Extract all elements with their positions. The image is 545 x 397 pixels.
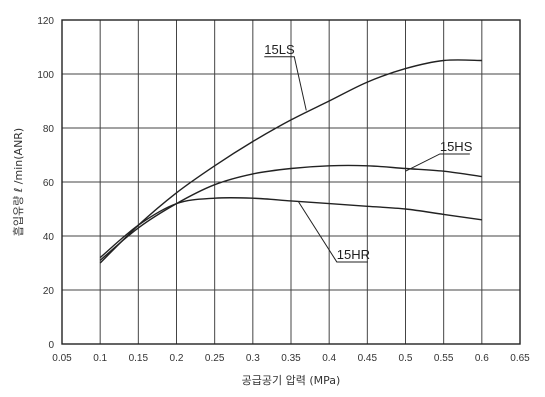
y-tick-label: 60 xyxy=(43,178,55,189)
y-tick-label: 120 xyxy=(37,16,54,27)
leader-line-15ls xyxy=(264,56,307,111)
x-tick-label: 0.45 xyxy=(358,353,378,364)
x-tick-label: 0.65 xyxy=(510,353,530,364)
series-line-15ls xyxy=(99,59,482,264)
series-line-15hr xyxy=(99,196,482,259)
x-tick-labels: 0.05 0.1 0.15 0.2 0.25 0.3 0.35 0.4 0.45 0.5 0.55 0… xyxy=(52,353,530,364)
y-tick-label: 100 xyxy=(37,70,54,81)
grid xyxy=(61,19,521,345)
series-label-15hs: 15HS xyxy=(440,139,473,154)
leader-line-15hs xyxy=(405,153,470,172)
y-tick-label: 0 xyxy=(48,340,54,351)
series-layer xyxy=(99,59,482,264)
leader-layer xyxy=(264,56,470,263)
series-label-15hr: 15HR xyxy=(337,247,370,262)
x-tick-label: 0.4 xyxy=(322,353,336,364)
x-tick-label: 0.35 xyxy=(281,353,301,364)
x-tick-label: 0.2 xyxy=(170,353,184,364)
leader-line-15hr xyxy=(298,201,368,263)
x-tick-label: 0.6 xyxy=(475,353,489,364)
x-tick-label: 0.5 xyxy=(399,353,413,364)
x-axis-label: 공급공기 압력 (MPa) xyxy=(242,374,341,387)
x-tick-label: 0.15 xyxy=(129,353,149,364)
x-tick-label: 0.25 xyxy=(205,353,225,364)
y-axis-label: 흡입유량 ℓ /min(ANR) xyxy=(11,128,25,236)
y-tick-label: 20 xyxy=(43,286,55,297)
x-tick-label: 0.3 xyxy=(246,353,260,364)
y-tick-labels: 0 20 40 60 80 100 120 xyxy=(37,16,54,351)
x-tick-label: 0.55 xyxy=(434,353,454,364)
y-tick-label: 80 xyxy=(43,124,55,135)
x-tick-label: 0.1 xyxy=(93,353,107,364)
series-label-15ls: 15LS xyxy=(264,42,295,57)
y-tick-label: 40 xyxy=(43,232,55,243)
plot-frame xyxy=(61,19,521,345)
x-tick-label: 0.05 xyxy=(52,353,72,364)
series-labels: 15LS 15HS 15HR xyxy=(264,42,472,262)
series-line-15hs xyxy=(99,164,482,261)
